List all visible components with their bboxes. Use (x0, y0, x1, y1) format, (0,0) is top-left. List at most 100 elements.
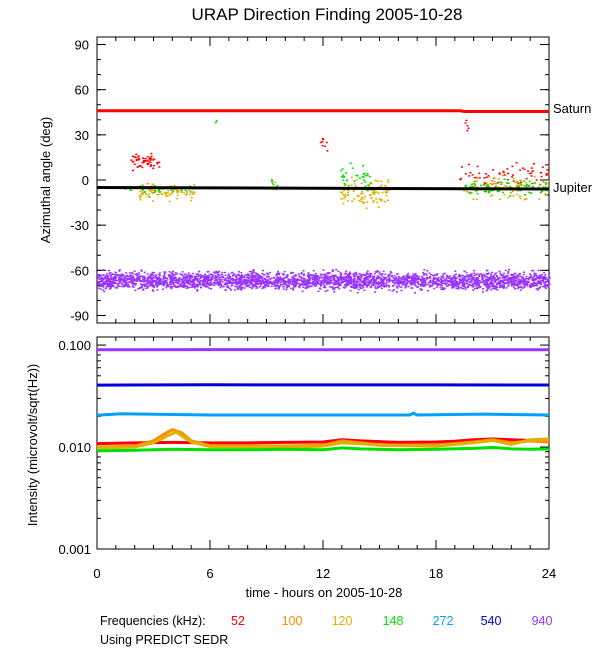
scatter-point (143, 283, 146, 286)
scatter-point (373, 280, 376, 282)
scatter-point (531, 170, 534, 172)
scatter-point (272, 282, 275, 284)
scatter-point (451, 281, 454, 283)
scatter-series-100 (145, 174, 523, 194)
scatter-point (519, 275, 522, 277)
scatter-point (365, 279, 368, 281)
scatter-point (539, 277, 542, 280)
scatter-point (131, 283, 134, 286)
legend-item-148: 148 (383, 614, 404, 628)
x-tick-label: 6 (206, 566, 213, 581)
scatter-point (228, 275, 231, 278)
scatter-point (397, 281, 400, 284)
scatter-point (384, 273, 387, 276)
scatter-point (153, 277, 156, 279)
scatter-point (321, 141, 324, 143)
scatter-point (466, 129, 469, 132)
scatter-point (129, 274, 132, 276)
scatter-point (104, 276, 107, 279)
scatter-point (131, 285, 134, 288)
scatter-point (245, 285, 248, 287)
scatter-point (188, 276, 191, 279)
scatter-point (325, 281, 328, 283)
scatter-point (217, 282, 220, 284)
scatter-point (313, 276, 316, 279)
scatter-point (119, 277, 122, 280)
scatter-point (348, 279, 351, 282)
scatter-point (294, 280, 297, 282)
scatter-point (279, 285, 282, 287)
scatter-point (168, 283, 171, 286)
scatter-point (263, 285, 266, 287)
scatter-point (143, 280, 146, 283)
scatter-point (516, 287, 519, 289)
scatter-point (113, 273, 116, 276)
scatter-point (346, 282, 349, 285)
scatter-point (472, 276, 475, 279)
scatter-point (312, 275, 315, 278)
scatter-point (340, 170, 343, 172)
scatter-point (315, 283, 318, 285)
scatter-point (109, 284, 112, 286)
scatter-point (162, 278, 165, 280)
scatter-point (141, 166, 144, 169)
scatter-point (515, 161, 518, 164)
scatter-point (220, 276, 223, 279)
scatter-point (154, 284, 157, 286)
scatter-point (255, 281, 258, 284)
scatter-point (165, 282, 168, 284)
scatter-point (529, 191, 532, 194)
scatter-point (525, 177, 528, 180)
scatter-point (99, 285, 102, 288)
scatter-point (236, 283, 239, 286)
scatter-point (106, 276, 109, 278)
scatter-point (288, 284, 291, 287)
scatter-point (219, 283, 222, 286)
scatter-point (407, 280, 410, 283)
scatter-point (527, 281, 530, 284)
scatter-point (505, 185, 508, 187)
scatter-point (400, 280, 403, 283)
scatter-point (114, 276, 117, 278)
scatter-point (321, 137, 324, 140)
scatter-point (498, 270, 501, 273)
scatter-point (157, 188, 160, 191)
scatter-point (542, 281, 545, 284)
scatter-point (98, 275, 101, 277)
scatter-point (478, 177, 481, 179)
scatter-point (317, 283, 320, 285)
scatter-point (132, 281, 135, 283)
scatter-point (360, 275, 363, 278)
scatter-point (188, 193, 191, 196)
scatter-point (376, 271, 379, 273)
scatter-point (226, 286, 229, 288)
scatter-point (398, 285, 401, 288)
scatter-point (110, 285, 113, 287)
scatter-point (356, 281, 359, 284)
scatter-point (340, 279, 343, 281)
scatter-point (180, 278, 183, 281)
scatter-point (145, 159, 148, 162)
scatter-point (323, 277, 326, 280)
scatter-point (297, 279, 300, 281)
scatter-point (404, 284, 407, 287)
scatter-point (156, 278, 159, 281)
scatter-point (235, 278, 238, 281)
scatter-point (214, 274, 217, 277)
scatter-point (489, 285, 492, 288)
intensity-line-272 (96, 411, 550, 417)
scatter-point (489, 278, 492, 280)
scatter-point (282, 280, 285, 283)
scatter-point (184, 285, 187, 288)
x-tick-label: 0 (93, 566, 100, 581)
scatter-point (190, 281, 193, 283)
scatter-point (162, 284, 165, 287)
scatter-point (458, 281, 461, 283)
scatter-point (179, 273, 182, 275)
scatter-point (369, 193, 372, 196)
scatter-point (379, 281, 382, 284)
scatter-point (415, 276, 418, 278)
scatter-point (392, 284, 395, 287)
scatter-point (208, 283, 211, 285)
scatter-point (358, 277, 361, 280)
